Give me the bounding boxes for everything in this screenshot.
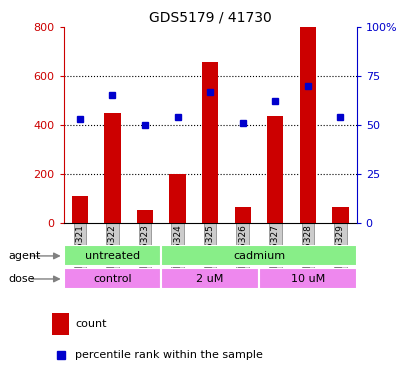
Bar (161, 268, 258, 290)
Bar (52, 313, 69, 335)
Bar (169, 174, 185, 223)
Text: count: count (75, 319, 107, 329)
Text: control: control (93, 274, 131, 284)
Bar (267, 116, 283, 223)
Bar (104, 113, 120, 223)
Text: agent: agent (8, 251, 40, 261)
Bar (202, 62, 218, 223)
Bar (63, 245, 161, 266)
Bar (72, 196, 88, 223)
Bar (299, 27, 315, 223)
Bar (161, 245, 356, 266)
Text: cadmium: cadmium (232, 251, 284, 261)
Bar (137, 210, 153, 223)
Text: dose: dose (8, 274, 35, 284)
Text: 10 uM: 10 uM (290, 274, 324, 284)
Text: percentile rank within the sample: percentile rank within the sample (75, 350, 263, 360)
Bar (331, 207, 348, 223)
Bar (258, 268, 356, 290)
Text: 2 uM: 2 uM (196, 274, 223, 284)
Text: untreated: untreated (85, 251, 139, 261)
Bar (234, 207, 250, 223)
Bar (63, 268, 161, 290)
Title: GDS5179 / 41730: GDS5179 / 41730 (148, 10, 271, 24)
